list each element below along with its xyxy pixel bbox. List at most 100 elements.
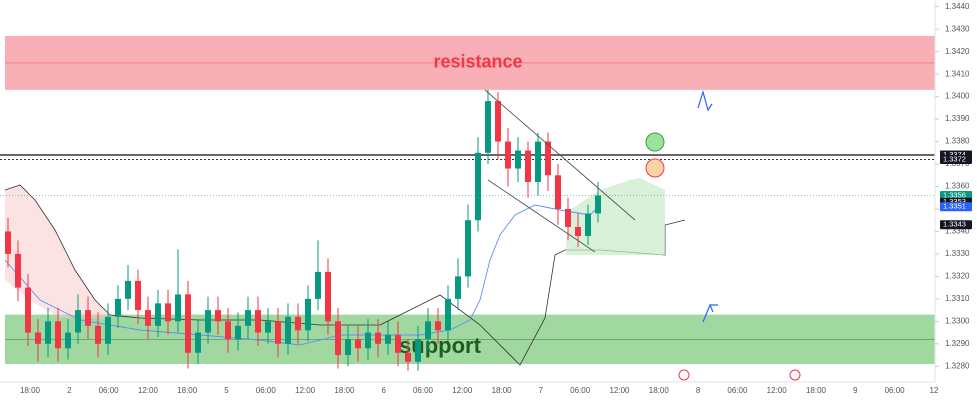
price-label: 1.3353 <box>943 197 966 206</box>
x-tick-label: 18:00 <box>177 386 198 395</box>
candle-body <box>545 141 551 176</box>
y-tick-label: 1.3310 <box>945 294 970 303</box>
x-tick-label: 12:00 <box>295 386 316 395</box>
candle-body <box>15 253 21 288</box>
event-flag <box>678 369 690 381</box>
price-label-bg <box>940 220 972 230</box>
candle-body <box>275 321 281 344</box>
candle-body <box>245 310 251 326</box>
x-tick-label: 8 <box>696 386 701 395</box>
candle-body <box>135 280 141 311</box>
candle-body <box>235 325 241 340</box>
x-tick-label: 12:00 <box>767 386 788 395</box>
x-tick-label: 06:00 <box>885 386 906 395</box>
candle-body <box>225 321 231 340</box>
candle-body <box>375 332 381 344</box>
y-tick-label: 1.3290 <box>945 339 970 348</box>
event-flag <box>789 369 801 381</box>
y-tick-label: 1.3420 <box>945 47 970 56</box>
candle-body <box>175 294 181 322</box>
trend-line <box>487 179 596 253</box>
trend-line <box>484 89 636 221</box>
candle-body <box>155 303 161 326</box>
candle-body <box>315 271 321 299</box>
moving-average <box>4 204 601 346</box>
candle-body <box>185 294 191 353</box>
x-tick-label: 9 <box>853 386 858 395</box>
candle-body <box>485 101 491 153</box>
price-label: 1.3351 <box>943 202 966 211</box>
y-tick-label: 1.3380 <box>945 137 970 146</box>
x-tick-label: 06:00 <box>256 386 277 395</box>
candle-body <box>65 332 71 349</box>
y-tick-label: 1.3300 <box>945 316 970 325</box>
candle-body <box>195 332 201 353</box>
candle-body <box>345 339 351 356</box>
candle-body <box>105 316 111 344</box>
candle-body <box>325 271 331 322</box>
candle-body <box>445 298 451 331</box>
candle-body <box>35 332 41 344</box>
candle-body <box>95 325 101 344</box>
candle-body <box>115 298 121 317</box>
y-tick-label: 1.3400 <box>945 92 970 101</box>
candle-body <box>5 231 11 254</box>
x-tick-label: 2 <box>67 386 72 395</box>
y-tick-label: 1.3390 <box>945 114 970 123</box>
price-label: 1.3356 <box>943 190 966 199</box>
candle-body <box>405 352 411 362</box>
price-label: 1.3372 <box>943 155 966 164</box>
candle-body <box>215 310 221 322</box>
arrow <box>697 89 713 112</box>
candle-body <box>385 334 391 344</box>
target-circle <box>645 132 665 152</box>
candle-body <box>85 310 91 326</box>
x-tick-label: 18:00 <box>20 386 41 395</box>
candle-body <box>515 150 521 169</box>
candle-body <box>165 303 171 322</box>
candle-body <box>475 152 481 221</box>
candle-body <box>555 175 561 209</box>
candle-body <box>395 334 401 353</box>
candle-body <box>55 321 61 349</box>
y-tick-label: 1.3360 <box>945 182 970 191</box>
axes: 1.3280 1.3290 1.3300 1.3310 1.3320 1.3330 1.33… <box>20 2 972 395</box>
candle-body <box>525 150 531 183</box>
candle-body <box>595 195 601 214</box>
y-tick-label: 1.3320 <box>945 271 970 280</box>
y-tick-label: 1.3280 <box>945 361 970 370</box>
candle-body <box>505 141 511 169</box>
zone-label: resistance <box>433 52 522 72</box>
candle-body <box>205 310 211 333</box>
candle-body <box>265 321 271 333</box>
price-label-bg <box>940 202 972 212</box>
zone-label: support <box>399 333 482 358</box>
x-tick-label: 6 <box>381 386 386 395</box>
candle-body <box>145 310 151 326</box>
price-label-bg <box>940 155 972 165</box>
candle-body <box>455 276 461 299</box>
x-tick-label: 18:00 <box>806 386 827 395</box>
candle-body <box>425 321 431 340</box>
zones: resistance support <box>5 35 935 365</box>
candle-body <box>495 101 501 142</box>
candle-body <box>45 321 51 344</box>
grid <box>0 154 935 196</box>
target-circle <box>645 158 665 178</box>
price-label: 1.3374 <box>943 150 966 159</box>
y-tick-label: 1.3340 <box>945 227 970 236</box>
x-tick-label: 7 <box>539 386 544 395</box>
candle-body <box>575 226 581 236</box>
candle-body <box>355 339 361 349</box>
candles <box>5 89 601 371</box>
candle-body <box>565 208 571 227</box>
candle-body <box>25 287 31 333</box>
x-tick-label: 18:00 <box>334 386 355 395</box>
x-tick-label: 06:00 <box>727 386 748 395</box>
x-tick-label: 12 <box>929 386 938 395</box>
candle-body <box>75 310 81 333</box>
y-tick-label: 1.3330 <box>945 249 970 258</box>
candle-body <box>285 316 291 344</box>
candle-body <box>295 316 301 331</box>
candle-body <box>465 220 471 277</box>
